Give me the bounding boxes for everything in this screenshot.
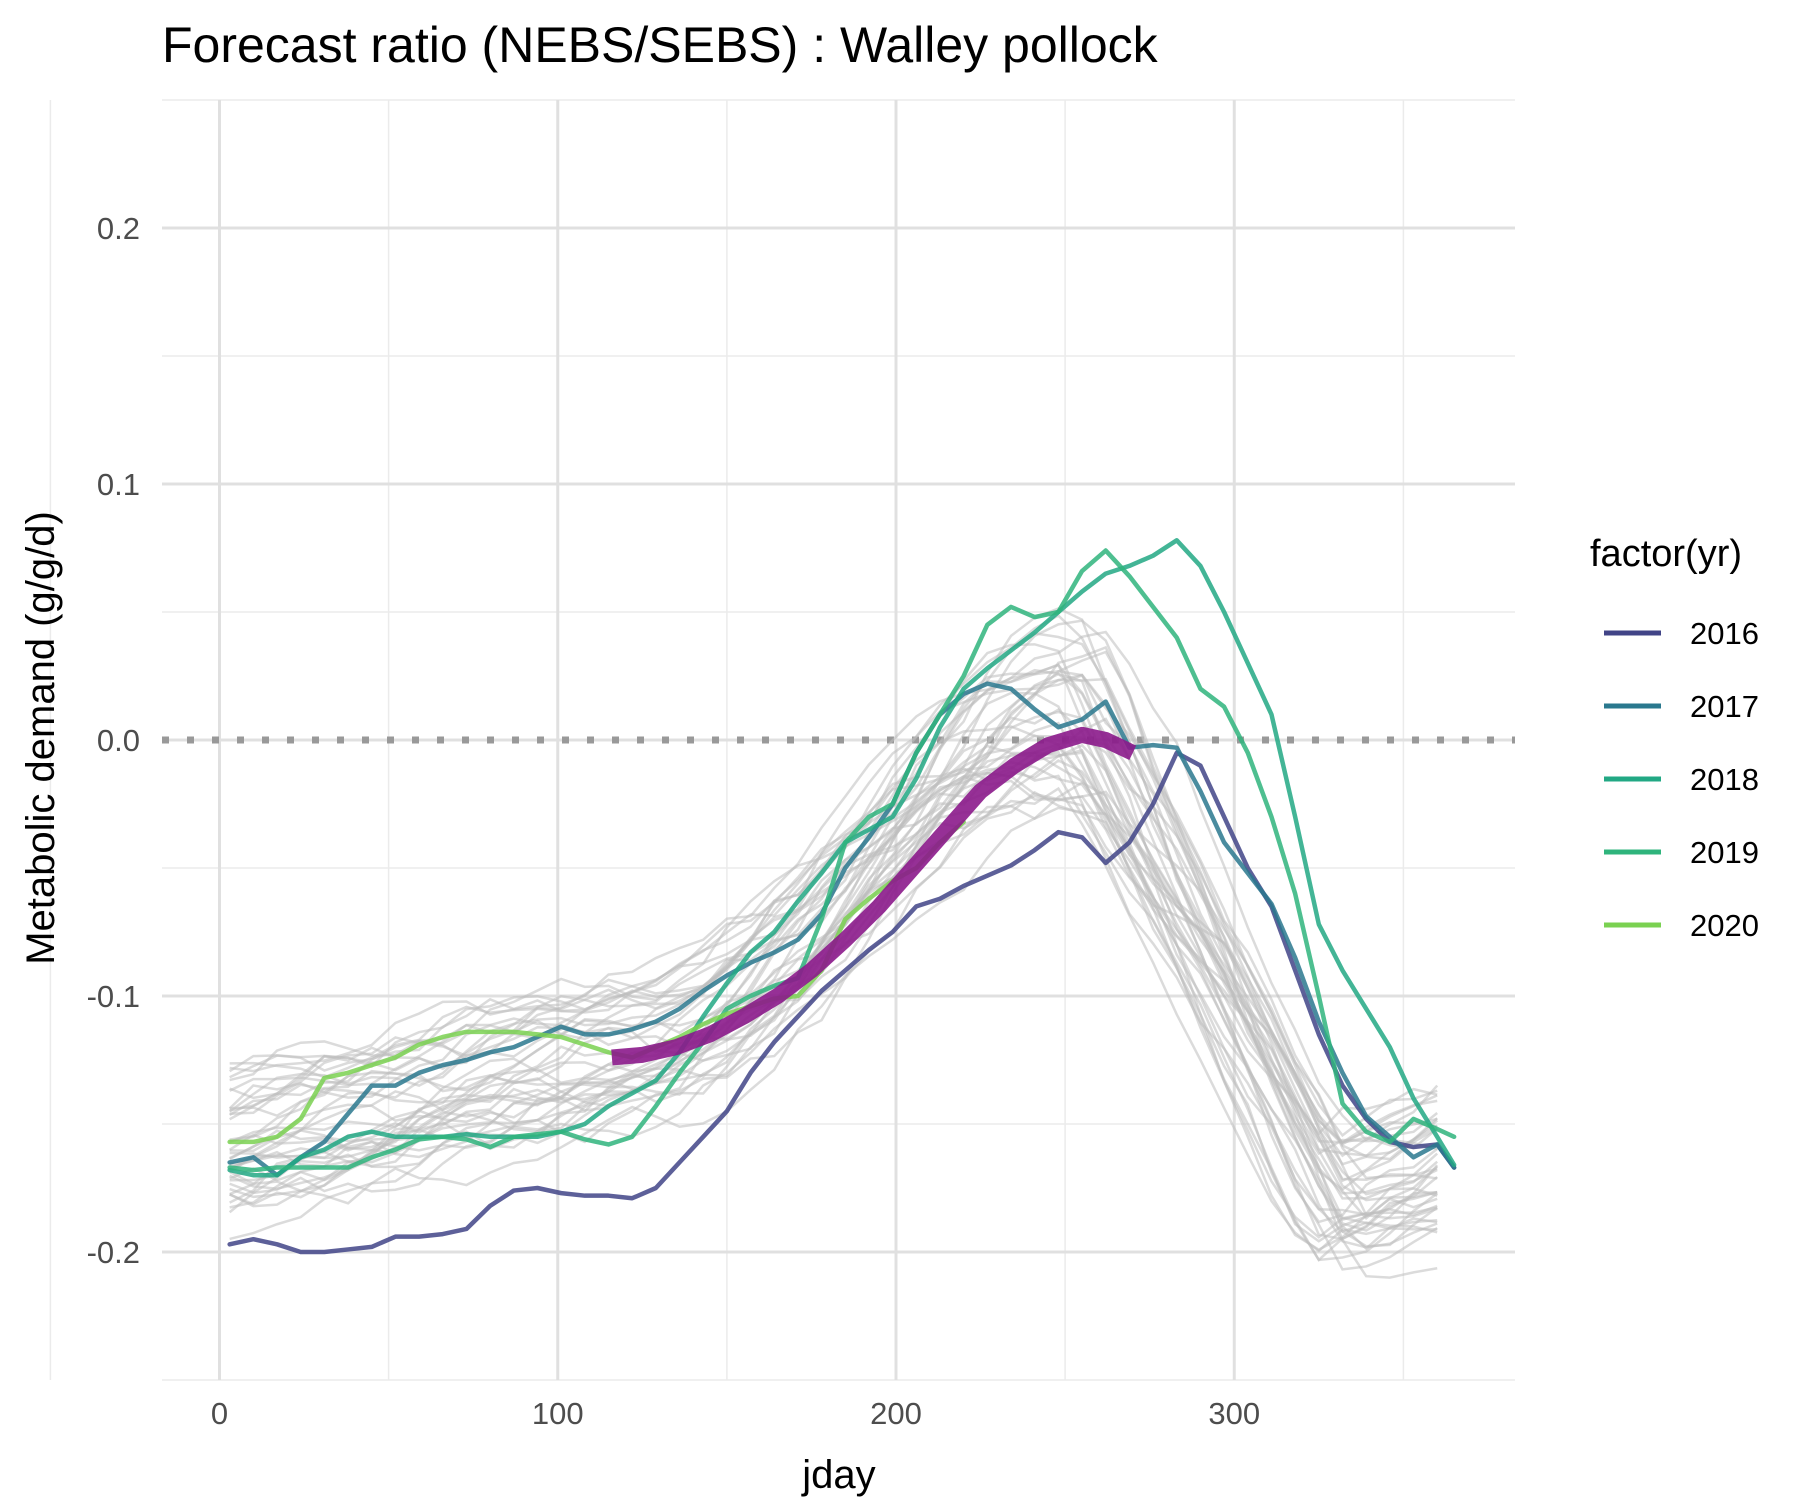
legend-label-2020: 2020 [1690, 908, 1759, 943]
background-series-line [229, 673, 1438, 1144]
background-series-line [229, 673, 1438, 1202]
legend-title: factor(yr) [1590, 533, 1742, 575]
series-line-2019 [227, 548, 1457, 1173]
background-series-line [229, 645, 1438, 1220]
x-tick-label: 200 [870, 1396, 922, 1431]
x-tick-label: 0 [211, 1396, 228, 1431]
x-tick-label: 300 [1208, 1396, 1260, 1431]
x-axis-ticks: 0 100 200 300 [211, 1396, 1260, 1431]
background-series-line [229, 734, 1438, 1157]
y-axis-ticks: -0.2 -0.1 0.0 0.1 0.2 [87, 211, 140, 1270]
series-line-2020 [227, 819, 966, 1145]
legend-label-2018: 2018 [1690, 762, 1759, 797]
y-tick-label: -0.1 [87, 979, 140, 1014]
legend-entries: 2016 2017 2018 2019 2020 [1604, 616, 1759, 943]
y-axis-title: Metabolic demand (g/g/d) [19, 511, 63, 965]
legend: factor(yr) 2016 2017 2018 2019 2020 [1590, 533, 1759, 943]
y-tick-label: 0.0 [97, 723, 140, 758]
highlight-series-line [611, 726, 1137, 1066]
y-tick-label: 0.2 [97, 211, 140, 246]
legend-label-2016: 2016 [1690, 616, 1759, 651]
series-lines [227, 538, 1457, 1255]
background-series-line [229, 630, 1438, 1142]
legend-label-2019: 2019 [1690, 835, 1759, 870]
chart-title: Forecast ratio (NEBS/SEBS) : Walley poll… [162, 17, 1159, 73]
background-series-line [229, 662, 1438, 1252]
legend-label-2017: 2017 [1690, 689, 1759, 724]
series-line-2017 [227, 681, 1457, 1178]
x-axis-title: jday [801, 1453, 875, 1497]
background-series-line [229, 781, 1438, 1279]
y-tick-label: -0.2 [87, 1235, 140, 1270]
y-tick-label: 0.1 [97, 467, 140, 502]
x-tick-label: 100 [532, 1396, 584, 1431]
background-series [228, 607, 1439, 1279]
